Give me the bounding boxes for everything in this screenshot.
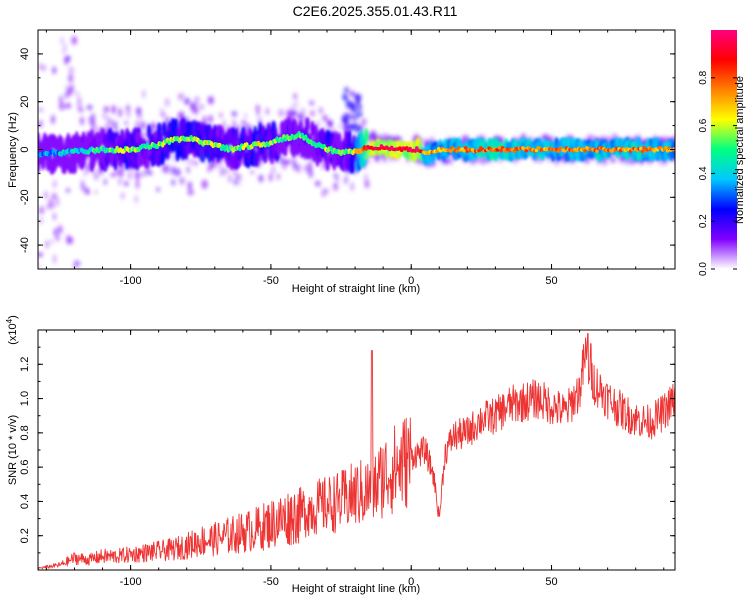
colorbar-tick-label: 0.0 (698, 262, 709, 276)
snr-axes: -100 -50 0 50 0.2 0.4 0.6 0.8 1.0 1.2 (19, 330, 675, 588)
spectrogram-panel: -100 -50 0 50 -40 -20 0 20 40 Height of straight… (7, 29, 676, 295)
ytick-label: 0 (19, 146, 31, 152)
ytick-label: 0.4 (19, 494, 31, 509)
xtick-label: -50 (263, 576, 279, 588)
xtick-label: -50 (263, 275, 279, 287)
ytick-label: -20 (19, 189, 31, 205)
ytick-label: -40 (19, 237, 31, 253)
spectrogram-axes: -100 -50 0 50 -40 -20 0 20 40 (19, 29, 675, 287)
colorbar-tick-label: 0.8 (698, 70, 709, 84)
colorbar-tick-label: 0.6 (698, 118, 709, 132)
ytick-label: 20 (19, 96, 31, 108)
heatmap-area (38, 36, 675, 269)
snr-frame (37, 329, 676, 571)
colorbar: 0.0 0.2 0.4 0.6 0.8 Normalized spectral ampl… (698, 30, 746, 276)
spectrogram-ylabel: Frequency (Hz) (7, 112, 19, 188)
xtick-label: -100 (120, 576, 142, 588)
colorbar-gradient (711, 30, 737, 269)
xtick-label: 50 (545, 576, 557, 588)
xtick-label: 0 (408, 275, 414, 287)
ytick-label: 40 (19, 48, 31, 60)
snr-panel: -100 -50 0 50 0.2 0.4 0.6 0.8 1.0 1.2 Height of s… (5, 315, 676, 595)
snr-multiplier: (x104) (5, 315, 19, 345)
ytick-label: 0.6 (19, 459, 31, 474)
colorbar-tick-label: 0.4 (698, 166, 709, 180)
snr-xlabel: Height of straight line (km) (292, 583, 420, 595)
ytick-label: 1.2 (19, 357, 31, 372)
colorbar-axes: 0.0 0.2 0.4 0.6 0.8 (698, 70, 737, 276)
spectrogram-xlabel: Height of straight line (km) (292, 283, 420, 295)
ytick-label: 0.8 (19, 425, 31, 440)
snr-series-line (38, 332, 675, 570)
colorbar-label: Normalized spectral amplitude (734, 76, 746, 224)
colorbar-tick-label: 0.2 (698, 214, 709, 228)
xtick-label: 50 (545, 275, 557, 287)
figure-title: C2E6.2025.355.01.43.R11 (293, 3, 458, 19)
xtick-label: 0 (408, 576, 414, 588)
ytick-label: 0.2 (19, 528, 31, 543)
snr-ylabel: SNR (10 * v/v) (7, 415, 19, 485)
ytick-label: 1.0 (19, 391, 31, 406)
xtick-label: -100 (120, 275, 142, 287)
